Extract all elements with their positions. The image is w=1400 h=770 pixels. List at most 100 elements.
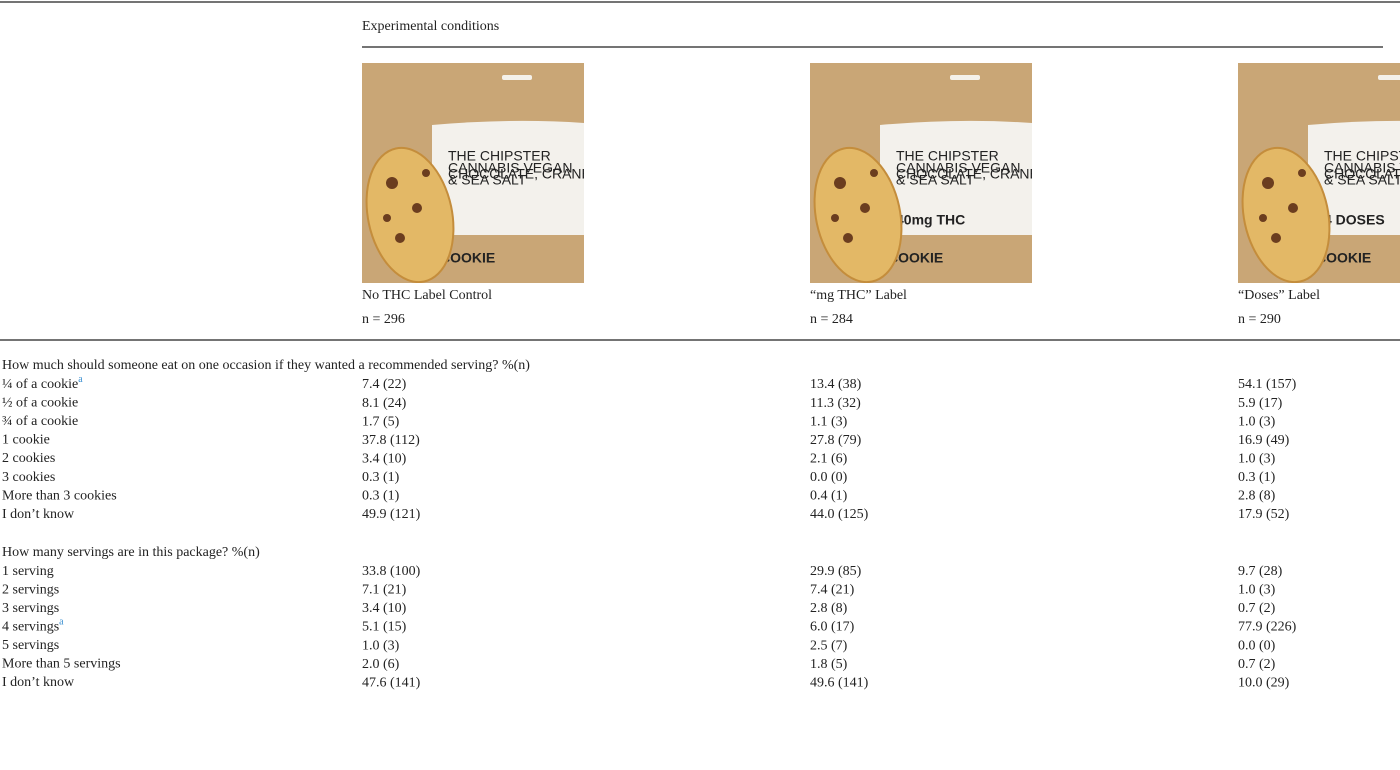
chocolate-chip (395, 233, 405, 243)
cell: 7.1 (21) (362, 583, 407, 598)
row-label-text: 3 servings (2, 601, 59, 616)
row-label: I don’t know (2, 675, 75, 690)
chocolate-chip (1288, 203, 1298, 213)
row-label-text: 2 servings (2, 583, 59, 598)
cell: 0.3 (1) (362, 470, 400, 485)
footnote-mark: a (59, 617, 64, 628)
chocolate-chip (843, 233, 853, 243)
cell: 16.9 (49) (1238, 433, 1290, 448)
row-label: 2 cookies (2, 451, 55, 466)
cell: 9.7 (28) (1238, 564, 1283, 579)
chocolate-chip (1271, 233, 1281, 243)
description: & SEA SALT (448, 172, 527, 188)
hang-slot (1378, 75, 1400, 80)
section-question: How many servings are in this package? %… (2, 545, 260, 560)
row-label: 1 serving (2, 564, 54, 579)
chocolate-chip (870, 169, 878, 177)
condition-label: “mg THC” Label (810, 288, 907, 303)
chocolate-chip (383, 214, 391, 222)
cell: 1.0 (3) (1238, 451, 1276, 466)
cell: 2.8 (8) (1238, 489, 1276, 504)
cell: 0.0 (0) (810, 470, 848, 485)
row-label: I don’t know (2, 507, 75, 522)
cell: 44.0 (125) (810, 507, 869, 522)
cell: 8.1 (24) (362, 396, 407, 411)
cell: 11.3 (32) (810, 396, 861, 411)
row-label-text: ½ of a cookie (2, 396, 78, 411)
row-label-text: More than 3 cookies (2, 489, 117, 504)
condition-label: No THC Label Control (362, 288, 492, 303)
cell: 33.8 (100) (362, 564, 421, 579)
cell: 0.4 (1) (810, 489, 848, 504)
cell: 2.8 (8) (810, 601, 848, 616)
cell: 0.7 (2) (1238, 657, 1276, 672)
cell: 10.0 (29) (1238, 675, 1290, 690)
dose-label: 4 DOSES (1324, 212, 1385, 228)
cell: 7.4 (22) (362, 377, 407, 392)
cell: 77.9 (226) (1238, 620, 1297, 635)
chocolate-chip (1298, 169, 1306, 177)
row-label-text: 4 servings (2, 620, 59, 635)
cell: 49.6 (141) (810, 675, 869, 690)
condition-n: n = 296 (362, 312, 405, 327)
cell: 7.4 (21) (810, 583, 855, 598)
row-label: More than 5 servings (2, 657, 121, 672)
cell: 0.3 (1) (362, 489, 400, 504)
hang-slot (950, 75, 980, 80)
row-label: ¼ of a cookiea (2, 374, 83, 392)
page: Experimental conditions THE CHIPSTERCANN… (0, 0, 1400, 770)
chocolate-chip (860, 203, 870, 213)
package-image: THE CHIPSTERCANNABIS VEGANCHOCOLATE, CRA… (1231, 63, 1400, 290)
cell: 13.4 (38) (810, 377, 862, 392)
cell: 2.5 (7) (810, 638, 848, 653)
chocolate-chip (412, 203, 422, 213)
package-image: THE CHIPSTERCANNABIS VEGANCHOCOLATE, CRA… (355, 63, 630, 290)
row-label: 5 servings (2, 638, 59, 653)
row-label-text: I don’t know (2, 507, 75, 522)
chocolate-chip (386, 177, 398, 189)
chocolate-chip (834, 177, 846, 189)
chocolate-chip (1259, 214, 1267, 222)
cell: 17.9 (52) (1238, 507, 1290, 522)
row-label-text: ¾ of a cookie (2, 414, 78, 429)
cell: 29.9 (85) (810, 564, 862, 579)
condition-n: n = 284 (810, 312, 853, 327)
row-label: 1 cookie (2, 433, 50, 448)
cell: 27.8 (79) (810, 433, 862, 448)
cell: 2.1 (6) (810, 451, 848, 466)
row-label-text: 5 servings (2, 638, 59, 653)
cell: 5.9 (17) (1238, 396, 1283, 411)
cell: 0.7 (2) (1238, 601, 1276, 616)
row-label-text: 1 cookie (2, 433, 50, 448)
table: Experimental conditions THE CHIPSTERCANN… (0, 0, 1400, 770)
row-label-text: 1 serving (2, 564, 54, 579)
row-label-text: I don’t know (2, 675, 75, 690)
description: & SEA SALT (896, 172, 975, 188)
row-label: ¾ of a cookie (2, 414, 78, 429)
cell: 1.8 (5) (810, 657, 848, 672)
cell: 47.6 (141) (362, 675, 421, 690)
cell: 1.0 (3) (362, 638, 400, 653)
hang-slot (502, 75, 532, 80)
footnote-mark: a (78, 374, 83, 385)
row-label-text: 3 cookies (2, 470, 55, 485)
row-label: 3 servings (2, 601, 59, 616)
row-label: 2 servings (2, 583, 59, 598)
row-label-text: More than 5 servings (2, 657, 121, 672)
condition-label: “Doses” Label (1238, 288, 1320, 303)
cell: 37.8 (112) (362, 433, 420, 448)
cell: 54.1 (157) (1238, 377, 1297, 392)
cell: 49.9 (121) (362, 507, 421, 522)
cell: 2.0 (6) (362, 657, 400, 672)
cell: 0.3 (1) (1238, 470, 1276, 485)
chocolate-chip (422, 169, 430, 177)
row-label: ½ of a cookie (2, 396, 78, 411)
dose-label: 40mg THC (896, 212, 965, 228)
row-label-text: ¼ of a cookie (2, 377, 78, 392)
condition-n: n = 290 (1238, 312, 1281, 327)
row-label: More than 3 cookies (2, 489, 117, 504)
cell: 3.4 (10) (362, 451, 407, 466)
cell: 3.4 (10) (362, 601, 407, 616)
description: & SEA SALT (1324, 172, 1400, 188)
